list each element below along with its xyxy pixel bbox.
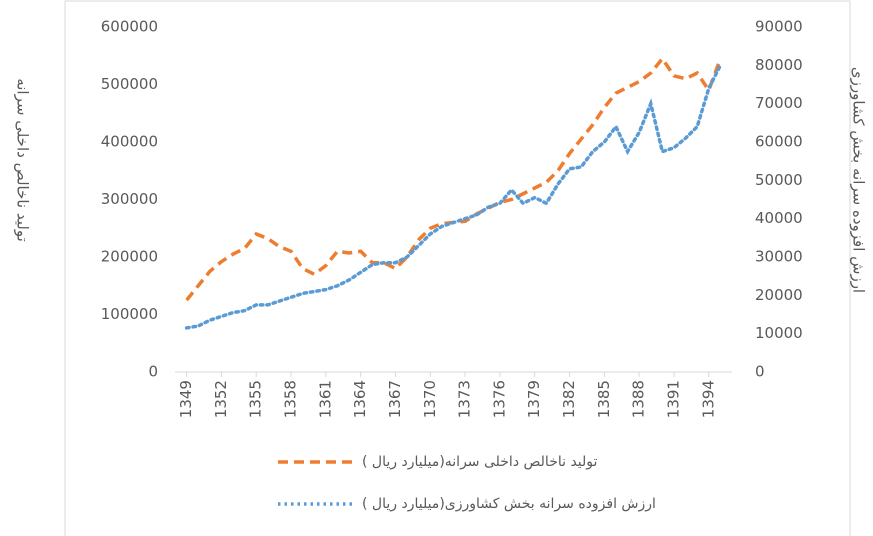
y-tick-label: 0 [148, 363, 158, 381]
legend-label: ( میلیارد ریال)تولید ناخالص داخلی سرانه [362, 454, 598, 470]
x-tick-label: 1361 [316, 380, 334, 418]
y2-tick-label: 60000 [755, 133, 803, 151]
x-tick-label: 1358 [282, 380, 300, 418]
y2-tick-label: 30000 [755, 248, 803, 266]
x-tick-label: 1385 [595, 380, 613, 418]
x-tick-label: 1349 [177, 380, 195, 418]
y2-tick-label: 20000 [755, 286, 803, 304]
data-line [184, 63, 723, 330]
y2-tick-label: 80000 [755, 56, 803, 74]
y-tick-label: 100000 [101, 305, 158, 323]
y-tick-label: 400000 [101, 133, 158, 151]
x-tick-label: 1367 [386, 380, 404, 418]
x-tick-label: 1370 [421, 380, 439, 418]
y-tick-label: 500000 [101, 75, 158, 93]
legend-label: ( میلیارد ریال)ارزش افزوده سرانه بخش کشا… [362, 496, 656, 512]
y-axis-title: تولید ناخالص داخلی سرانه [14, 78, 32, 242]
x-tick-label: 1352 [212, 380, 230, 418]
y2-tick-label: 0 [755, 363, 765, 381]
y-tick-label: 300000 [101, 190, 158, 208]
y2-tick-label: 90000 [755, 18, 803, 36]
x-tick-label: 1394 [699, 380, 717, 418]
x-tick-label: 1364 [351, 380, 369, 418]
y2-tick-label: 10000 [755, 324, 803, 342]
y2-axis-title: ارزش افزوده سرانه بخش کشاورزی [850, 67, 868, 293]
x-tick-label: 1355 [247, 380, 265, 418]
y-tick-label: 600000 [101, 18, 158, 36]
x-tick-label: 1391 [664, 380, 682, 418]
x-tick-label: 1388 [630, 380, 648, 418]
y2-tick-label: 50000 [755, 171, 803, 189]
x-tick-label: 1373 [456, 380, 474, 418]
y-tick-label: 200000 [101, 248, 158, 266]
y2-tick-label: 70000 [755, 94, 803, 112]
x-tick-label: 1379 [525, 380, 543, 418]
y2-tick-label: 40000 [755, 209, 803, 227]
x-tick-label: 1382 [560, 380, 578, 418]
data-line [185, 55, 723, 302]
x-tick-label: 1376 [490, 380, 508, 418]
chart-frame [64, 0, 851, 536]
